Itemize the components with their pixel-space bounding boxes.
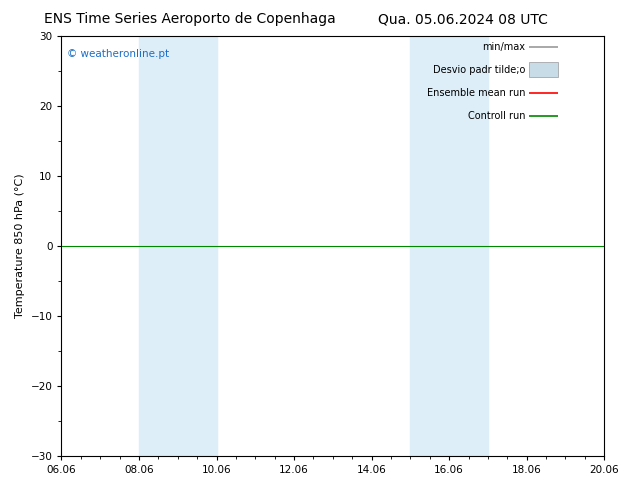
- Text: ENS Time Series Aeroporto de Copenhaga: ENS Time Series Aeroporto de Copenhaga: [44, 12, 336, 26]
- Text: © weatheronline.pt: © weatheronline.pt: [67, 49, 169, 59]
- Text: Qua. 05.06.2024 08 UTC: Qua. 05.06.2024 08 UTC: [378, 12, 548, 26]
- Text: Controll run: Controll run: [468, 111, 526, 121]
- Y-axis label: Temperature 850 hPa (°C): Temperature 850 hPa (°C): [15, 174, 25, 318]
- FancyBboxPatch shape: [529, 62, 558, 77]
- Text: Desvio padr tilde;o: Desvio padr tilde;o: [433, 65, 526, 75]
- Bar: [139, 36, 217, 456]
- Text: Ensemble mean run: Ensemble mean run: [427, 88, 526, 98]
- Bar: [410, 36, 488, 456]
- Text: min/max: min/max: [482, 42, 526, 51]
